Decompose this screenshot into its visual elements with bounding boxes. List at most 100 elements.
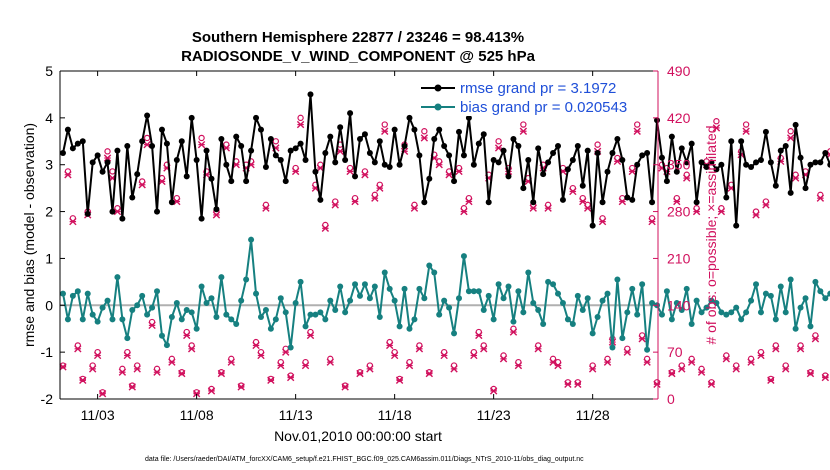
bias-point <box>89 311 96 318</box>
obs-assimilated-point <box>64 171 72 179</box>
rmse-point <box>540 171 547 178</box>
bias-point <box>178 316 185 323</box>
obs-assimilated-point <box>237 383 245 391</box>
bias-point <box>658 311 665 318</box>
rmse-point <box>797 154 804 161</box>
obs-possible-point <box>520 121 527 128</box>
rmse-point <box>589 222 596 229</box>
bias-point <box>535 306 542 313</box>
rmse-point <box>262 164 269 171</box>
bias-point <box>480 306 487 313</box>
obs-assimilated-point <box>435 161 443 169</box>
rmse-point <box>465 114 472 121</box>
bias-point <box>728 309 735 316</box>
obs-assimilated-point <box>128 383 136 391</box>
obs-assimilated-point <box>301 361 310 370</box>
obs-assimilated-point <box>286 373 295 382</box>
rmse-point <box>74 140 81 147</box>
obs-assimilated-point <box>623 348 632 356</box>
obs-assimilated-point <box>366 365 374 373</box>
obs-assimilated-point <box>405 361 414 370</box>
bias-point <box>426 262 433 269</box>
obs-assimilated-point <box>668 369 676 378</box>
obs-assimilated-point <box>767 376 775 384</box>
bias-point <box>743 309 750 316</box>
rmse-point <box>668 133 675 140</box>
obs-assimilated-point <box>772 345 780 353</box>
bias-point <box>634 311 641 318</box>
rmse-point <box>693 199 700 206</box>
bias-point <box>545 278 552 285</box>
rmse-point <box>733 222 740 229</box>
obs-assimilated-point <box>579 197 587 206</box>
rmse-point <box>510 135 517 142</box>
rmse-point <box>188 114 195 121</box>
bias-point <box>683 285 690 292</box>
rmse-point <box>59 150 66 156</box>
bias-point <box>673 299 680 306</box>
bias-point <box>807 323 814 330</box>
rmse-point <box>683 159 690 166</box>
bias-point <box>713 299 720 306</box>
obs-assimilated-point <box>133 365 141 373</box>
rmse-point <box>352 173 359 180</box>
y-right-tick-label: 420 <box>667 110 691 126</box>
bias-point <box>748 297 755 304</box>
bias-point <box>822 295 829 302</box>
obs-assimilated-point <box>346 167 354 176</box>
obs-assimilated-point <box>361 171 369 179</box>
rmse-point <box>272 152 279 159</box>
rmse-point <box>470 161 477 168</box>
bias-point <box>644 346 651 353</box>
rmse-point <box>480 131 487 138</box>
rmse-point <box>154 208 161 215</box>
obs-possible-point <box>104 148 111 155</box>
obs-assimilated-point <box>544 204 552 212</box>
bias-point <box>277 295 284 302</box>
obs-assimilated-point <box>291 167 300 176</box>
bias-point <box>797 304 804 311</box>
bias-point <box>386 285 393 292</box>
rmse-point <box>366 150 373 156</box>
legend-bias-marker <box>434 103 442 111</box>
rmse-point <box>812 159 819 166</box>
bias-point <box>753 281 760 288</box>
obs-assimilated-point <box>252 341 260 350</box>
rmse-point <box>361 131 368 138</box>
bias-point <box>297 278 304 285</box>
bias-point <box>361 281 368 288</box>
rmse-point <box>149 142 156 149</box>
bias-point <box>322 316 329 323</box>
rmse-point <box>535 145 542 152</box>
rmse-point <box>723 194 730 201</box>
bias-point <box>213 314 220 320</box>
rmse-point <box>743 161 750 168</box>
obs-possible-point <box>594 141 601 148</box>
rmse-point <box>634 161 641 168</box>
rmse-point <box>267 135 274 142</box>
obs-assimilated-point <box>445 171 453 179</box>
rmse-point <box>822 150 829 156</box>
bias-point <box>619 335 626 342</box>
bias-point <box>723 311 730 318</box>
rmse-point <box>525 157 532 164</box>
bias-point <box>772 316 779 323</box>
bias-point <box>441 297 448 304</box>
bias-point <box>802 295 809 302</box>
bias-point <box>366 295 373 302</box>
obs-possible-point <box>381 121 388 128</box>
rmse-point <box>772 182 779 189</box>
bias-point <box>356 292 363 299</box>
rmse-point <box>173 157 180 164</box>
obs-possible-point <box>426 369 433 376</box>
rmse-point <box>441 142 448 149</box>
bias-point <box>485 292 492 299</box>
bias-point <box>173 299 180 306</box>
bias-point <box>253 290 260 297</box>
bias-point <box>287 344 294 351</box>
bias-point <box>104 297 111 304</box>
bias-point <box>624 309 631 316</box>
obs-assimilated-point <box>529 204 537 212</box>
legend-box <box>416 79 657 116</box>
rmse-point <box>213 206 220 213</box>
